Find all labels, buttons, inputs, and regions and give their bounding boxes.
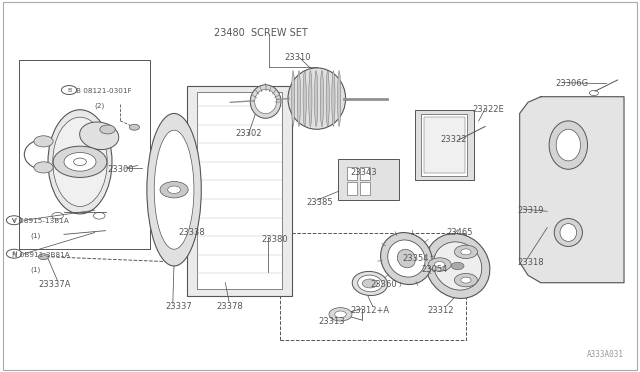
Circle shape (168, 186, 180, 193)
Circle shape (38, 254, 49, 260)
Circle shape (100, 125, 115, 134)
Text: 23322E: 23322E (472, 105, 504, 114)
Text: 23480  SCREW SET: 23480 SCREW SET (214, 29, 308, 38)
Text: 23312+A: 23312+A (351, 306, 390, 315)
Text: N 0B911-3B81A: N 0B911-3B81A (12, 252, 69, 258)
Ellipse shape (250, 85, 281, 118)
Text: 23465: 23465 (447, 228, 473, 237)
Bar (197, 92, 282, 289)
Ellipse shape (549, 121, 588, 169)
Text: 23380: 23380 (261, 235, 288, 244)
Text: (1): (1) (31, 266, 41, 273)
Ellipse shape (255, 90, 276, 114)
Circle shape (34, 162, 53, 173)
Ellipse shape (352, 272, 388, 295)
Text: 23385: 23385 (306, 198, 333, 207)
Text: 23338: 23338 (178, 228, 205, 237)
Ellipse shape (332, 71, 335, 126)
Text: 23343: 23343 (351, 169, 378, 177)
Ellipse shape (288, 68, 346, 129)
Circle shape (129, 124, 140, 130)
Circle shape (435, 262, 445, 267)
Text: 23054: 23054 (421, 265, 447, 274)
Text: 23318: 23318 (517, 258, 544, 267)
Text: 23322: 23322 (440, 135, 467, 144)
Ellipse shape (297, 71, 301, 126)
Bar (424, 117, 465, 173)
Text: 23378: 23378 (216, 302, 243, 311)
Ellipse shape (397, 249, 415, 268)
Ellipse shape (556, 129, 580, 161)
Ellipse shape (358, 275, 382, 292)
Text: N: N (12, 251, 16, 256)
Ellipse shape (560, 224, 577, 241)
Bar (338, 159, 399, 200)
Text: 23300: 23300 (108, 165, 134, 174)
Ellipse shape (48, 110, 112, 214)
Ellipse shape (381, 232, 432, 285)
Circle shape (451, 262, 464, 270)
Ellipse shape (314, 71, 317, 126)
Circle shape (64, 153, 96, 171)
Circle shape (362, 279, 378, 288)
Ellipse shape (426, 234, 490, 298)
Ellipse shape (79, 122, 119, 150)
Circle shape (461, 277, 471, 283)
Bar (347, 167, 357, 180)
Ellipse shape (321, 71, 324, 126)
Bar (415, 110, 474, 180)
Ellipse shape (554, 219, 582, 247)
Circle shape (34, 136, 53, 147)
Polygon shape (520, 97, 624, 283)
Text: B 08121-0301F: B 08121-0301F (76, 88, 131, 94)
Text: 23354: 23354 (402, 254, 428, 263)
Circle shape (461, 249, 471, 255)
Circle shape (335, 311, 346, 318)
Circle shape (53, 146, 107, 177)
Ellipse shape (292, 71, 295, 126)
Ellipse shape (52, 117, 108, 206)
Bar (360, 167, 370, 180)
Text: B: B (67, 87, 71, 93)
Text: (2): (2) (95, 103, 105, 109)
Ellipse shape (338, 71, 341, 126)
Ellipse shape (147, 113, 202, 266)
Ellipse shape (154, 130, 194, 249)
Bar (360, 182, 370, 195)
Text: 23313: 23313 (319, 317, 346, 326)
Circle shape (160, 182, 188, 198)
Text: 23310: 23310 (285, 53, 311, 62)
Circle shape (454, 273, 477, 287)
Ellipse shape (326, 71, 330, 126)
Bar (187, 86, 292, 296)
Text: 23360: 23360 (370, 280, 397, 289)
Circle shape (428, 258, 451, 271)
Bar (421, 114, 467, 176)
FancyBboxPatch shape (3, 2, 637, 370)
Text: 23302: 23302 (236, 129, 262, 138)
Text: 23337: 23337 (165, 302, 192, 311)
Text: V 08915-13B1A: V 08915-13B1A (12, 218, 68, 224)
Ellipse shape (303, 71, 307, 126)
Text: 23319: 23319 (517, 206, 543, 215)
Circle shape (329, 308, 352, 321)
Ellipse shape (308, 71, 312, 126)
Circle shape (454, 245, 477, 259)
Text: A333A031: A333A031 (587, 350, 624, 359)
Bar (347, 182, 357, 195)
Text: V: V (12, 218, 16, 223)
Ellipse shape (388, 240, 425, 277)
Text: 23337A: 23337A (38, 280, 71, 289)
Text: 23312: 23312 (428, 306, 454, 315)
Text: 23306G: 23306G (556, 79, 589, 88)
Text: (1): (1) (31, 233, 41, 240)
Ellipse shape (433, 242, 482, 290)
